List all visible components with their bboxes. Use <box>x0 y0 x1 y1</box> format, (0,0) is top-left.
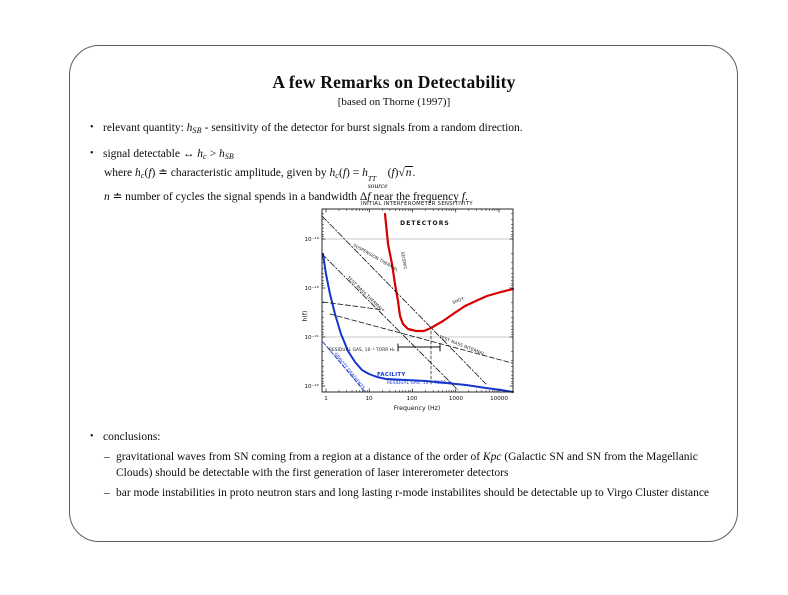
facility-label: FACILITY <box>377 372 406 378</box>
number-of-cycles-line: n ≐ number of cycles the signal spends i… <box>104 191 468 203</box>
test-mass-internal-line <box>329 313 513 364</box>
y-tick-1e-20: 10⁻²⁰ <box>304 285 319 292</box>
sup-sub: TT source <box>367 174 388 190</box>
test-mass-thermal-line <box>321 253 459 391</box>
residual-gas-6-label: RESIDUAL GAS, 10⁻⁶ TORR H₂ <box>329 347 395 352</box>
plot-title: INITIAL INTERFEROMETER SENSITIVITY <box>361 201 473 207</box>
x-tick-100: 100 <box>407 396 418 402</box>
suspension-thermal-label: SUSPENSION THERMAL <box>353 243 400 273</box>
signal-detectable-line: • signal detectable ↔ hc > hSB <box>90 148 235 161</box>
x-tick-10: 10 <box>365 396 373 402</box>
facility-curve <box>322 253 514 393</box>
dash-bullet: – <box>104 451 110 463</box>
gravity-gradients-line <box>322 341 366 393</box>
conclusions-block: • conclusions: – gravitational waves from … <box>90 429 714 501</box>
seismic-label: SEISMIC <box>400 251 408 270</box>
suspension-thermal-line <box>321 215 487 385</box>
x-axis-label: Frequency (Hz) <box>394 405 441 412</box>
y-tick-1e-22: 10⁻²² <box>304 383 319 390</box>
plot-box <box>321 208 514 393</box>
bullet-dot: • <box>90 431 94 442</box>
x-tick-1: 1 <box>324 396 328 402</box>
dash-bullet: – <box>104 487 110 499</box>
x-tick-10000: 10000 <box>490 396 508 402</box>
shot-label: SHOT <box>452 296 466 305</box>
slide-subtitle: [based on Thorne (1997)] <box>337 96 451 108</box>
residual-gas-9-label: RESIDUAL GAS, 10⁻⁹ TORR H₂ <box>387 380 453 385</box>
bullet-relevant-quantity: • relevant quantity: hSB - sensitivity of… <box>90 122 523 135</box>
bullet-dot: • <box>90 148 94 159</box>
sqrt-sign: √ <box>398 167 405 179</box>
x-tick-1000: 1000 <box>449 396 464 402</box>
conclusion-item-bar-mode: – bar mode instabilities in proto neutron… <box>104 487 710 499</box>
characteristic-amplitude-line: where hc(f) ≐ characteristic amplitude, … <box>104 166 416 190</box>
slide-title: A few Remarks on Detectability <box>272 72 516 92</box>
y-axis-label: h(f) <box>302 311 309 322</box>
initial-detector-curve <box>383 212 515 333</box>
test-mass-thermal-label: TEST MASS THERMAL <box>346 274 385 312</box>
bullet-signal-detectable: • signal detectable ↔ hc > hSB where hc(f… <box>90 146 712 205</box>
residual-gas-6-line <box>322 301 385 311</box>
y-tick-1e-21: 10⁻²¹ <box>304 334 319 341</box>
conclusion-item-galactic-sn: – gravitational waves from SN coming from… <box>104 451 698 479</box>
detectors-label: DETECTORS <box>400 220 450 227</box>
slide-frame <box>69 45 738 542</box>
conclusions-head: • conclusions: <box>90 431 161 443</box>
y-tick-1e-19: 10⁻¹⁹ <box>304 236 319 243</box>
gravity-gradients-label: GRAVITY GRADIENTS <box>333 351 366 390</box>
bullet-dot: • <box>90 122 94 133</box>
sensitivity-plot: INITIAL INTERFEROMETER SENSITIVITY DETEC… <box>302 201 515 412</box>
